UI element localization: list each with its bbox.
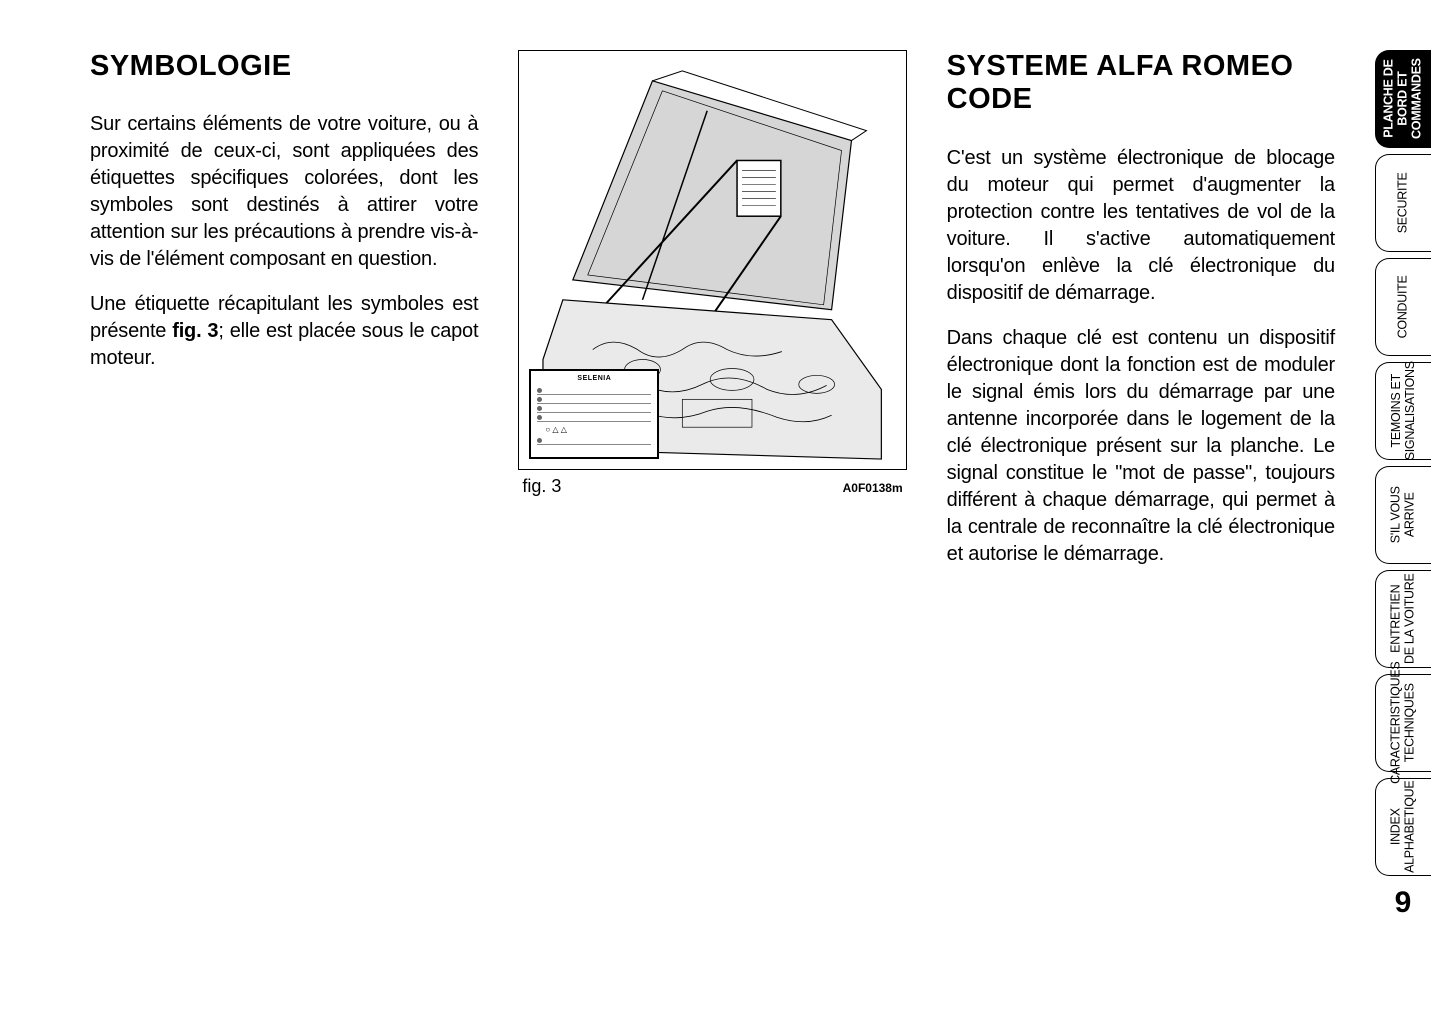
tab-label-2: CONDUITE	[1397, 276, 1411, 339]
tab-2[interactable]: CONDUITE	[1375, 258, 1431, 356]
tab-5[interactable]: ENTRETIENDE LA VOITURE	[1375, 570, 1431, 668]
symbologie-para-2: Une étiquette récapitulant les symboles …	[90, 291, 478, 372]
figure-caption: fig. 3	[522, 476, 561, 497]
tab-label-5: ENTRETIENDE LA VOITURE	[1390, 574, 1418, 665]
side-tabs: PLANCHE DEBORD ETCOMMANDES SECURITE CONDUI…	[1375, 0, 1445, 1026]
heading-alfa-code: SYSTEME ALFA ROMEO CODE	[947, 50, 1335, 117]
figure-inset-label: SELENIA ○ △ △	[529, 369, 659, 459]
figure-caption-row: fig. 3 A0F0138m	[518, 476, 906, 497]
figure-code: A0F0138m	[843, 481, 903, 495]
alfa-code-para-2: Dans chaque clé est contenu un dispositi…	[947, 325, 1335, 568]
tab-label-6: CARACTERISTIQUESTECHNIQUES	[1390, 662, 1418, 784]
page-number: 9	[1375, 886, 1431, 920]
symbologie-para-1: Sur certains éléments de votre voiture, …	[90, 111, 478, 273]
manual-page: SYMBOLOGIE Sur certains éléments de votr…	[0, 0, 1445, 1026]
tab-label-0: PLANCHE DEBORD ETCOMMANDES	[1383, 59, 1424, 140]
right-column: SYSTEME ALFA ROMEO CODE C'est un système…	[947, 50, 1335, 976]
tab-6[interactable]: CARACTERISTIQUESTECHNIQUES	[1375, 674, 1431, 772]
figure-3: SELENIA ○ △ △ fig. 3 A0F0138m	[518, 50, 906, 497]
heading-symbologie: SYMBOLOGIE	[90, 50, 478, 83]
figure-image: SELENIA ○ △ △	[518, 50, 906, 470]
figure-reference: fig. 3	[172, 320, 218, 342]
middle-column: SELENIA ○ △ △ fig. 3 A0F0138m	[518, 50, 906, 976]
tab-label-7: INDEXALPHABETIQUE	[1390, 781, 1418, 873]
inset-warning-icons: ○ △ △	[537, 422, 651, 436]
tab-3[interactable]: TEMOINS ETSIGNALISATIONS	[1375, 362, 1431, 460]
tab-label-4: S'IL VOUSARRIVE	[1390, 487, 1418, 544]
tab-7[interactable]: INDEXALPHABETIQUE	[1375, 778, 1431, 876]
tab-label-1: SECURITE	[1397, 173, 1411, 234]
content-area: SYMBOLOGIE Sur certains éléments de votr…	[0, 0, 1375, 1026]
tab-label-3: TEMOINS ETSIGNALISATIONS	[1390, 361, 1418, 460]
inset-title: SELENIA	[531, 375, 657, 382]
alfa-code-para-1: C'est un système électronique de blocage…	[947, 145, 1335, 307]
inset-rows: ○ △ △	[531, 382, 657, 449]
tab-4[interactable]: S'IL VOUSARRIVE	[1375, 466, 1431, 564]
tab-1[interactable]: SECURITE	[1375, 154, 1431, 252]
tab-0[interactable]: PLANCHE DEBORD ETCOMMANDES	[1375, 50, 1431, 148]
left-column: SYMBOLOGIE Sur certains éléments de votr…	[90, 50, 478, 976]
